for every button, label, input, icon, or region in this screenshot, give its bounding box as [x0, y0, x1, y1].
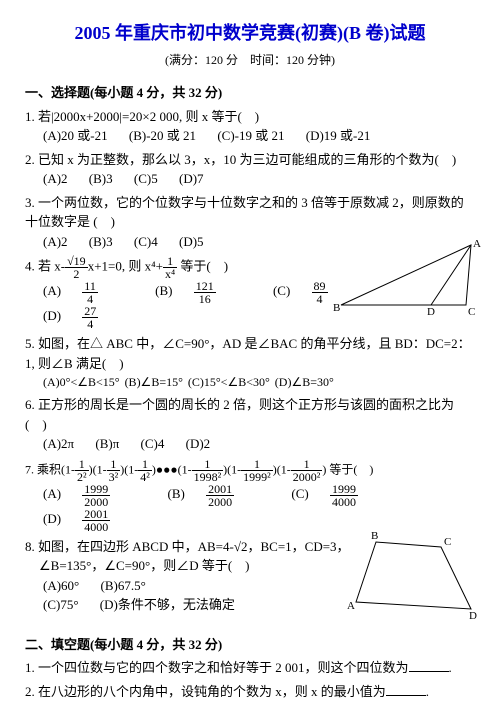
- q2-opt-a: (A)2: [43, 169, 68, 189]
- q4-suffix: 等于( ): [177, 258, 228, 273]
- q3-opt-a: (A)2: [43, 232, 68, 252]
- fill-1-text: 1. 一个四位数与它的四个数字之和恰好等于 2 001，则这个四位数为: [25, 660, 409, 675]
- q2-options: (A)2 (B)3 (C)5 (D)7: [43, 169, 475, 189]
- q7-opt-c: (C) 19994000: [291, 483, 394, 508]
- q6-opt-d: (D)2: [186, 434, 211, 454]
- q2-opt-d: (D)7: [179, 169, 204, 189]
- q4-opt-b: (B) 12116: [155, 280, 252, 305]
- q2-opt-c: (C)5: [134, 169, 158, 189]
- q1-opt-c: (C)-19 或 21: [217, 126, 284, 146]
- q6-opt-b: (B)π: [95, 434, 119, 454]
- q4-opt-d: (D) 274: [43, 305, 134, 330]
- q7-opt-d: (D) 20014000: [43, 508, 146, 533]
- q5-text: 5. 如图，在△ ABC 中，∠C=90°，AD 是∠BAC 的角平分线，且 B…: [25, 334, 475, 373]
- q1-opt-d: (D)19 或-21: [306, 126, 371, 146]
- q4-1overx4: 1x⁴: [163, 255, 177, 280]
- q4-mid: x+1=0, 则 x⁴+: [88, 258, 163, 273]
- fill-1-blank: [409, 671, 449, 672]
- q7-options: (A) 19992000 (B) 20012000 (C) 19994000 (…: [43, 483, 475, 533]
- q5-opt-c: (C)15°<∠B<30°: [188, 373, 270, 391]
- q8-opt-c: (C)75°: [43, 595, 79, 615]
- q1-opt-b: (B)-20 或 21: [129, 126, 196, 146]
- q3-opt-c: (C)4: [134, 232, 158, 252]
- fill-1: 1. 一个四位数与它的四个数字之和恰好等于 2 001，则这个四位数为.: [25, 658, 475, 678]
- tri-label-B: B: [333, 302, 340, 314]
- q4-opt-a: (A) 114: [43, 280, 134, 305]
- q7-opt-a: (A) 19992000: [43, 483, 146, 508]
- tri-label-D: D: [427, 306, 435, 315]
- q6-options: (A)2π (B)π (C)4 (D)2: [43, 434, 475, 454]
- q1-options: (A)20 或-21 (B)-20 或 21 (C)-19 或 21 (D)19…: [43, 126, 475, 146]
- q6-opt-a: (A)2π: [43, 434, 74, 454]
- page-title: 2005 年重庆市初中数学竞赛(初赛)(B 卷)试题: [25, 20, 475, 47]
- q1-opt-a: (A)20 或-21: [43, 126, 108, 146]
- quadrilateral-figure: A B C D: [341, 527, 481, 628]
- fill-2-blank: [386, 695, 426, 696]
- q5-opt-d: (D)∠B=30°: [275, 373, 334, 391]
- q5-options: (A)0°<∠B<15° (B)∠B=15° (C)15°<∠B<30° (D)…: [43, 373, 475, 391]
- q5-opt-b: (B)∠B=15°: [125, 373, 183, 391]
- q3-text: 3. 一个两位数，它的个位数字与十位数字之和的 3 倍等于原数减 2，则原数的十…: [25, 193, 475, 232]
- q8-opt-b: (B)67.5°: [101, 576, 146, 596]
- triangle-svg: A B D C: [331, 235, 481, 315]
- quad-svg: A B C D: [341, 527, 481, 622]
- q4-prefix: 4. 若 x-: [25, 258, 65, 273]
- q3-opt-b: (B)3: [89, 232, 113, 252]
- q4-root-frac: √192: [65, 255, 88, 280]
- tri-label-C: C: [468, 306, 475, 315]
- fill-2: 2. 在八边形的八个内角中，设钝角的个数为 x，则 x 的最小值为.: [25, 682, 475, 702]
- question-5: 5. 如图，在△ ABC 中，∠C=90°，AD 是∠BAC 的角平分线，且 B…: [25, 334, 475, 391]
- q7-opt-b: (B) 20012000: [168, 483, 271, 508]
- question-2: 2. 已知 x 为正整数，那么以 3，x，10 为三边可能组成的三角形的个数为(…: [25, 150, 475, 189]
- q5-opt-a: (A)0°<∠B<15°: [43, 373, 120, 391]
- section2-heading: 二、填空题(每小题 4 分，共 32 分): [25, 635, 475, 655]
- quad-label-A: A: [347, 600, 355, 612]
- q7-stem: 7. 乘积(1-12²)(1-13²)(1-14²)●●●(1-11998²)(…: [25, 458, 475, 483]
- tri-label-A: A: [473, 238, 481, 250]
- q8-opt-d: (D)条件不够，无法确定: [100, 595, 235, 615]
- quad-label-C: C: [444, 536, 451, 548]
- q6-text: 6. 正方形的周长是一个圆的周长的 2 倍，则这个正方形与该圆的面积之比为( ): [25, 395, 475, 434]
- section1-heading: 一、选择题(每小题 4 分，共 32 分): [25, 83, 475, 103]
- q3-opt-d: (D)5: [179, 232, 204, 252]
- q2-text: 2. 已知 x 为正整数，那么以 3，x，10 为三边可能组成的三角形的个数为(…: [25, 150, 475, 170]
- triangle-figure: A B D C: [331, 235, 481, 321]
- question-6: 6. 正方形的周长是一个圆的周长的 2 倍，则这个正方形与该圆的面积之比为( )…: [25, 395, 475, 454]
- q8-opt-a: (A)60°: [43, 576, 79, 596]
- q2-opt-b: (B)3: [89, 169, 113, 189]
- question-1: 1. 若|2000x+2000|=20×2 000, 则 x 等于( ) (A)…: [25, 107, 475, 146]
- question-4: A B D C 4. 若 x-√192x+1=0, 则 x⁴+1x⁴ 等于( )…: [25, 255, 475, 330]
- page-subtitle: (满分：120 分 时间：120 分钟): [25, 51, 475, 69]
- question-8: A B C D 8. 如图，在四边形 ABCD 中，AB=4-√2，BC=1，C…: [25, 537, 475, 627]
- quad-label-D: D: [469, 610, 477, 622]
- q6-opt-c: (C)4: [141, 434, 165, 454]
- fill-2-text: 2. 在八边形的八个内角中，设钝角的个数为 x，则 x 的最小值为: [25, 684, 386, 699]
- question-7: 7. 乘积(1-12²)(1-13²)(1-14²)●●●(1-11998²)(…: [25, 458, 475, 533]
- quad-label-B: B: [371, 530, 378, 542]
- q1-text: 1. 若|2000x+2000|=20×2 000, 则 x 等于( ): [25, 107, 475, 127]
